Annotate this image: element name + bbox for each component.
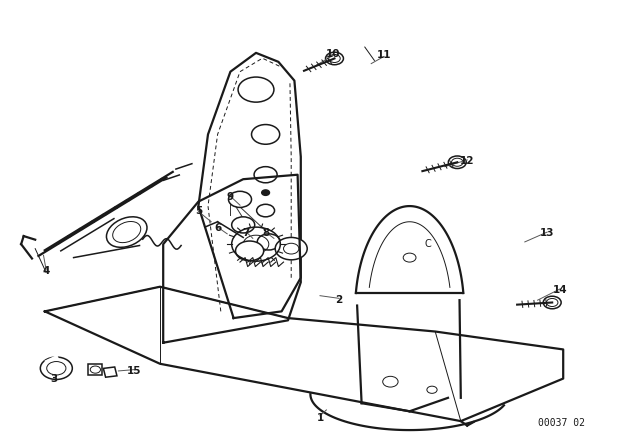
Text: 2: 2 [335,295,343,305]
Circle shape [40,357,72,379]
Circle shape [326,52,344,65]
Text: 13: 13 [540,228,554,238]
Circle shape [257,234,280,250]
Text: 10: 10 [326,49,340,59]
Text: 00037 02: 00037 02 [538,418,586,428]
Circle shape [262,190,269,195]
Text: 1: 1 [316,413,324,422]
Circle shape [232,217,255,233]
Circle shape [543,296,561,309]
Text: 3: 3 [51,374,58,383]
Text: 8: 8 [262,228,269,238]
Bar [104,367,117,377]
Text: 6: 6 [214,224,221,233]
Text: 5: 5 [195,206,202,215]
Circle shape [228,191,252,207]
Text: 15: 15 [127,366,141,376]
Circle shape [257,204,275,217]
Circle shape [449,156,467,168]
Text: 14: 14 [553,285,567,295]
Circle shape [90,366,100,373]
Text: C: C [424,239,431,249]
Bar [88,364,102,375]
Circle shape [275,237,307,260]
Circle shape [238,77,274,102]
Text: 4: 4 [42,266,50,276]
Text: 9: 9 [227,192,234,202]
Text: 11: 11 [377,50,391,60]
Circle shape [236,241,264,261]
Circle shape [254,167,277,183]
Circle shape [252,125,280,144]
Text: 12: 12 [460,156,474,166]
Text: 7: 7 [243,228,250,238]
